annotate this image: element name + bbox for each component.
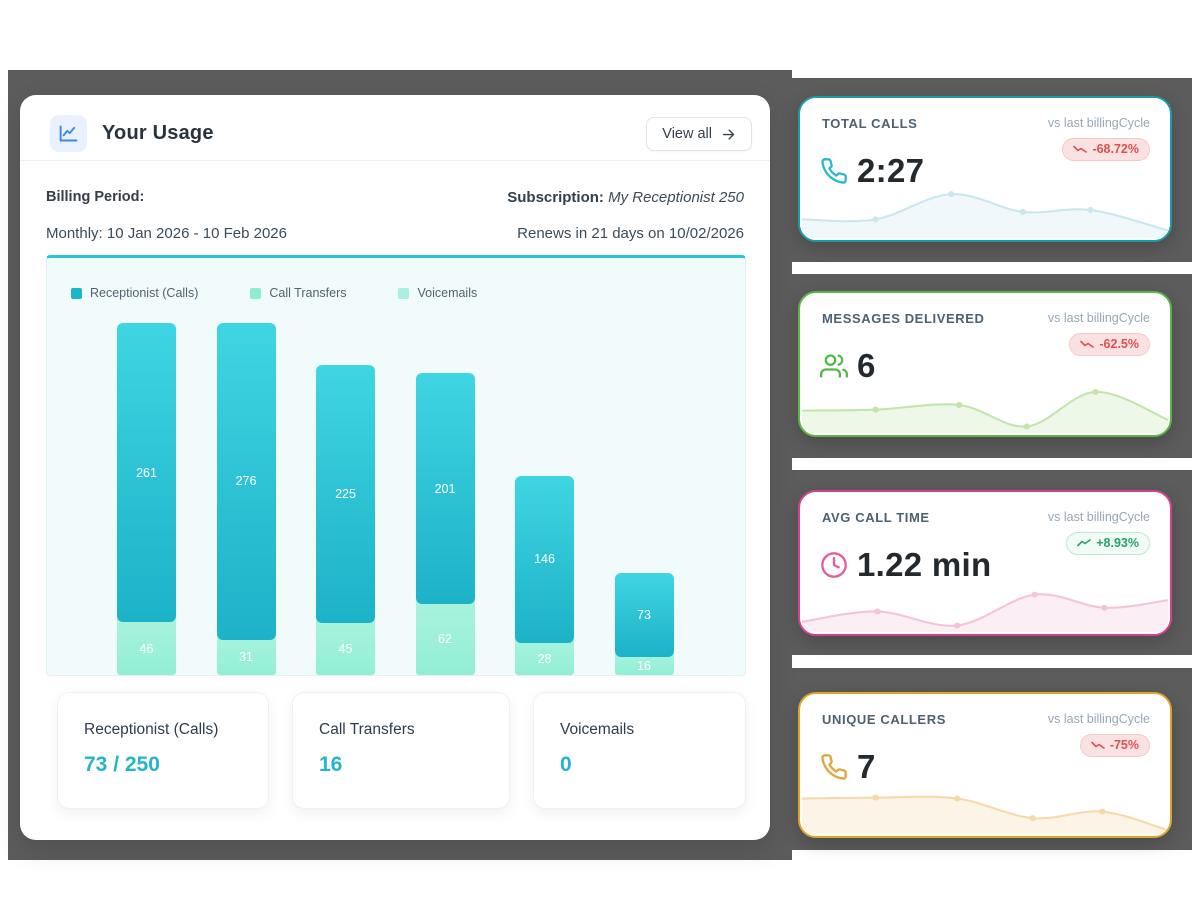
- bar-segment-call-transfers: 28: [515, 636, 574, 675]
- phone-icon: [820, 157, 848, 185]
- change-badge: +8.93%: [1066, 532, 1150, 555]
- users-icon: [820, 352, 848, 380]
- sparkline: [802, 794, 1168, 834]
- bar-group: 46 261: [117, 258, 176, 675]
- bar-segment-call-transfers: 46: [117, 616, 176, 675]
- view-all-button[interactable]: View all: [646, 117, 752, 151]
- bar-chart: Receptionist (Calls) Call Transfers Voic…: [46, 255, 746, 676]
- metric-label: UNIQUE CALLERS: [822, 712, 946, 727]
- bar-segment-receptionist: 276: [216, 323, 276, 640]
- legend-swatch-call-transfers: [250, 287, 262, 299]
- line-chart-icon: [50, 115, 87, 152]
- header-divider: [20, 160, 770, 161]
- bars-area: 46 261 31 276 45 225 62 201 28 146 16 73: [47, 258, 745, 675]
- page-title: Your Usage: [102, 122, 214, 144]
- summary-value: 0: [560, 753, 572, 776]
- bar-value-label: 46: [139, 641, 154, 656]
- chart-legend: Receptionist (Calls) Call Transfers Voic…: [71, 286, 477, 300]
- trend-down-icon: [1091, 740, 1105, 750]
- subscription-label: Subscription:: [507, 189, 604, 206]
- legend-swatch-receptionist: [71, 287, 82, 299]
- compare-label: vs last billingCycle: [1047, 116, 1150, 130]
- metric-card-unique-callers: UNIQUE CALLERS vs last billingCycle -75%…: [798, 692, 1172, 838]
- summary-label: Receptionist (Calls): [84, 721, 219, 738]
- metric-card-avg-call-time: AVG CALL TIME vs last billingCycle +8.93…: [798, 490, 1172, 636]
- subscription-value: My Receptionist 250: [608, 189, 744, 206]
- bar-value-label: 31: [239, 650, 253, 665]
- compare-label: vs last billingCycle: [1047, 311, 1150, 325]
- bar-segment-call-transfers: 62: [415, 597, 475, 675]
- renews-text: Renews in 21 days on 10/02/2026: [517, 225, 744, 242]
- billing-period-label: Billing Period:: [46, 189, 145, 205]
- bar-value-label: 45: [338, 642, 353, 657]
- summary-value: 16: [319, 753, 343, 776]
- metric-value: 6: [857, 347, 876, 384]
- legend-item-receptionist: Receptionist (Calls): [71, 286, 198, 300]
- bar-value-label: 28: [537, 651, 552, 666]
- bar-segment-call-transfers: 31: [216, 633, 276, 675]
- usage-card: Your Usage View all Billing Period: Mont…: [20, 95, 770, 840]
- summary-card-receptionist: Receptionist (Calls) 73 / 250: [57, 692, 269, 809]
- metric-value: 2:27: [857, 152, 925, 189]
- clock-icon: [820, 551, 848, 579]
- summary-card-call-transfers: Call Transfers 16: [292, 692, 510, 809]
- change-badge: -62.5%: [1069, 333, 1150, 356]
- bar-value-label: 62: [438, 632, 452, 647]
- compare-label: vs last billingCycle: [1047, 510, 1150, 524]
- trend-down-icon: [1073, 144, 1088, 154]
- metric-card-total-calls: TOTAL CALLS vs last billingCycle -68.72%…: [798, 96, 1172, 242]
- metric-card-messages-delivered: MESSAGES DELIVERED vs last billingCycle …: [798, 291, 1172, 437]
- compare-label: vs last billingCycle: [1047, 712, 1150, 726]
- bar-segment-receptionist: 73: [614, 573, 674, 657]
- sparkline: [802, 388, 1168, 433]
- legend-swatch-voicemails: [398, 287, 410, 299]
- phone-icon: [820, 753, 848, 781]
- legend-item-voicemails: Voicemails: [398, 286, 477, 300]
- metric-label: TOTAL CALLS: [822, 116, 918, 131]
- bar-group: 31 276: [216, 258, 276, 675]
- bar-group: 62 201: [415, 258, 475, 675]
- trend-down-icon: [1080, 339, 1095, 349]
- metric-label: AVG CALL TIME: [822, 510, 930, 525]
- bar-group: 28 146: [515, 258, 574, 675]
- legend-item-call-transfers: Call Transfers: [250, 286, 346, 300]
- metric-value: 7: [857, 748, 876, 785]
- summary-label: Call Transfers: [319, 721, 415, 738]
- view-all-label: View all: [662, 126, 712, 142]
- trend-up-icon: [1077, 538, 1092, 548]
- billing-period-value: Monthly: 10 Jan 2026 - 10 Feb 2026: [46, 225, 287, 242]
- bar-segment-receptionist: 146: [515, 475, 574, 643]
- change-badge: -75%: [1079, 734, 1150, 757]
- summary-value: 73 / 250: [84, 753, 160, 776]
- subscription-line: Subscription: My Receptionist 250: [507, 189, 744, 206]
- bar-segment-receptionist: 225: [316, 365, 375, 624]
- metric-label: MESSAGES DELIVERED: [822, 311, 985, 326]
- sparkline: [802, 191, 1168, 238]
- bar-group: 45 225: [316, 258, 375, 675]
- summary-label: Voicemails: [560, 721, 635, 738]
- metric-value: 1.22 min: [857, 546, 992, 583]
- sparkline: [802, 591, 1168, 632]
- bar-segment-receptionist: 201: [415, 373, 475, 604]
- bar-segment-receptionist: 261: [117, 323, 176, 623]
- summary-card-voicemails: Voicemails 0: [533, 692, 746, 809]
- arrow-right-icon: [722, 128, 735, 140]
- bar-value-label: 16: [637, 658, 651, 673]
- bar-group: 16 73: [614, 258, 674, 675]
- change-badge: -68.72%: [1062, 138, 1150, 161]
- bar-segment-call-transfers: 45: [316, 617, 375, 675]
